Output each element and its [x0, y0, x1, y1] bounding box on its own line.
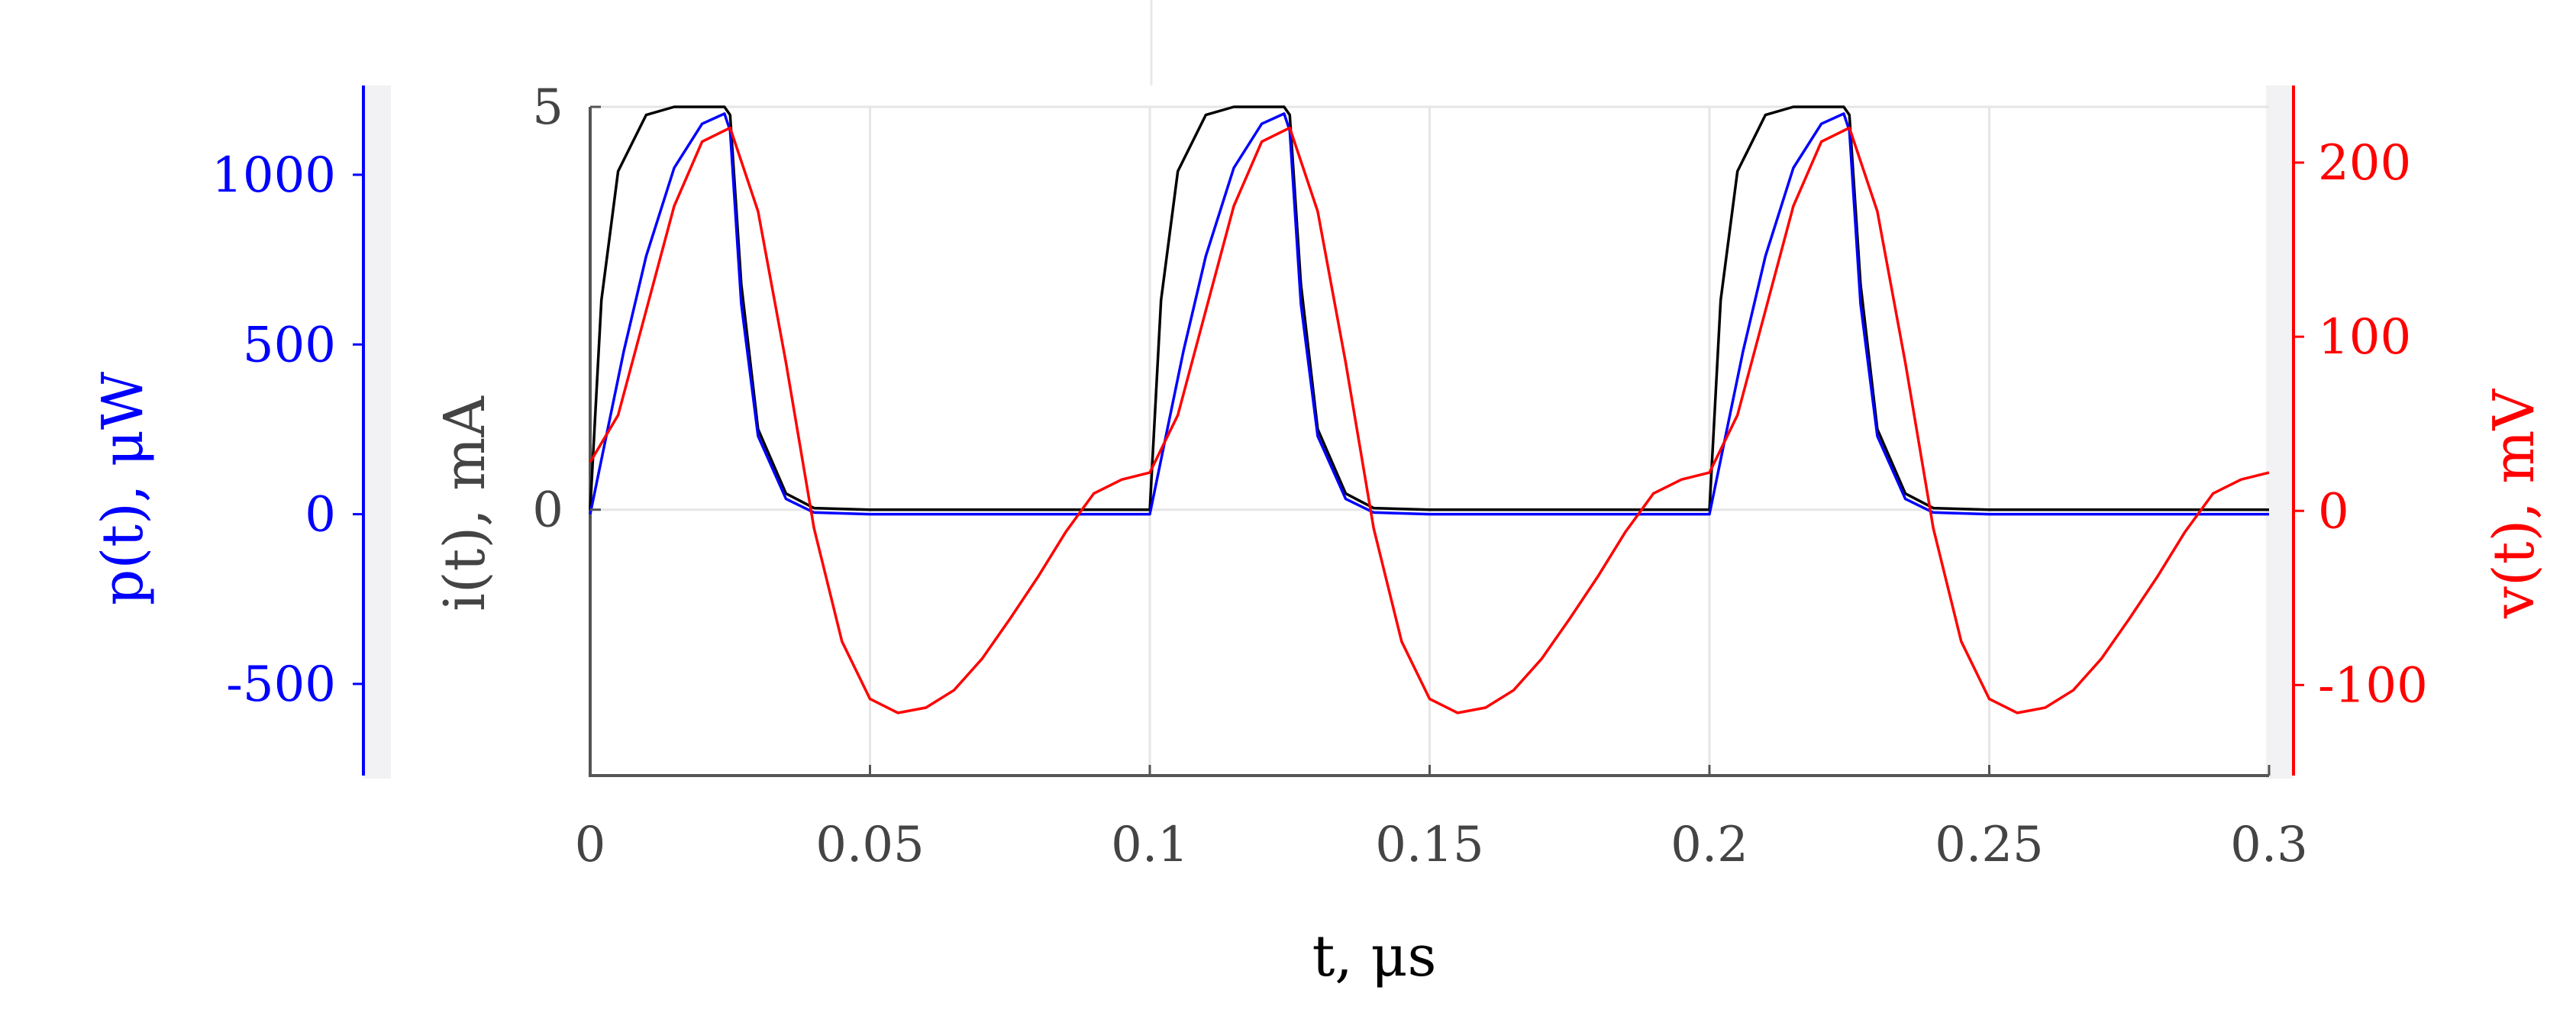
current-tick-label: 0	[532, 482, 563, 539]
left-background-strip	[363, 85, 391, 779]
x-tick-label: 0.3	[2230, 817, 2308, 873]
x-tick-label: 0.15	[1375, 817, 1484, 873]
voltage-tick-label: 200	[2318, 135, 2411, 192]
current-tick-label: 5	[532, 79, 563, 136]
x-tick-label: 0.25	[1935, 817, 2044, 873]
grid	[590, 105, 2269, 776]
current-axis-title: i(t), mA	[432, 395, 498, 611]
x-tick-label: 0	[575, 817, 606, 873]
plot-frame	[362, 85, 2295, 777]
voltage-tick-label: -100	[2318, 657, 2428, 714]
x-tick-label: 0.1	[1111, 817, 1189, 873]
voltage-tick-label: 0	[2318, 483, 2349, 540]
power-axis-title: p(t), μW	[90, 372, 156, 605]
power-tick-label: 1000	[211, 147, 336, 204]
x-axis-title: t, μs	[1312, 924, 1437, 989]
power-series-line	[589, 112, 2269, 516]
power-tick-label: 0	[305, 487, 336, 544]
voltage-axis-title: v(t), mV	[2481, 388, 2547, 618]
current-series-line	[589, 105, 2269, 511]
voltage-tick-label: 100	[2318, 309, 2411, 366]
power-tick-label: -500	[226, 656, 336, 713]
voltage-series-line	[589, 126, 2270, 714]
power-tick-label: 500	[243, 317, 336, 373]
x-tick-label: 0.2	[1671, 817, 1748, 873]
right-background-strip	[2266, 85, 2294, 779]
x-tick-label: 0.05	[815, 817, 925, 873]
ticks-layer: 0 0.05 0.1 0.15 0.2 0.25 0.305-50005001000-100…	[211, 79, 2428, 873]
series-layer	[589, 105, 2270, 714]
